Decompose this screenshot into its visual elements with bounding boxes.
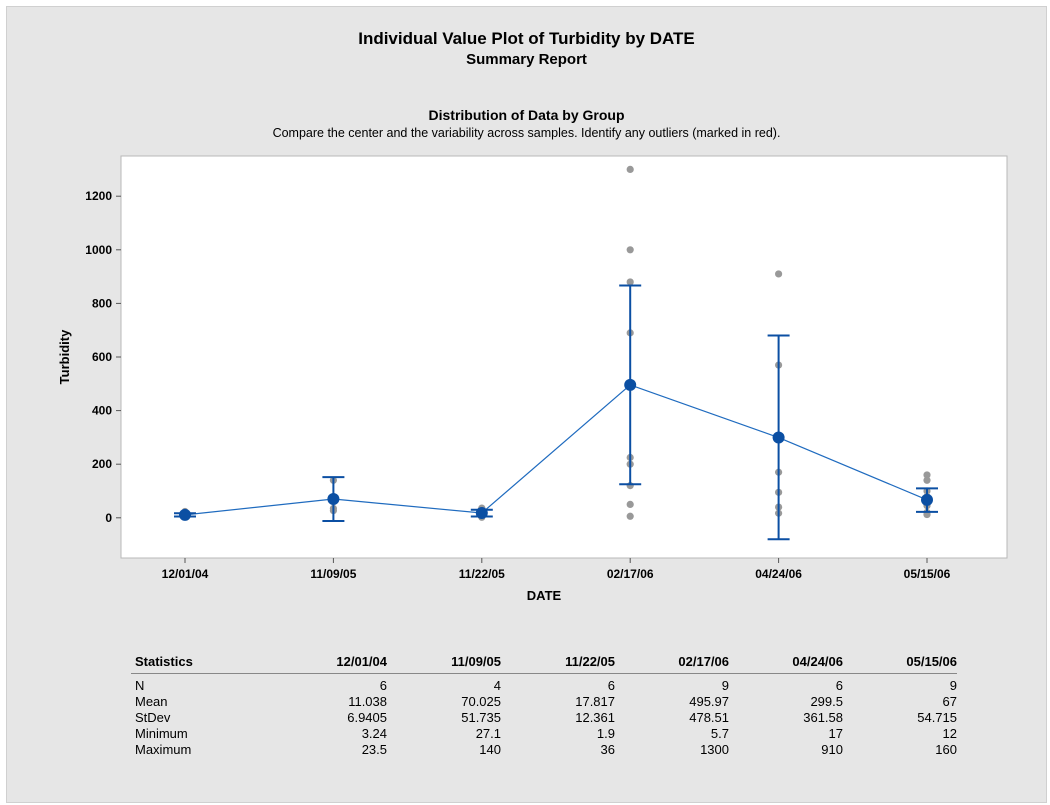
x-tick-label: 04/24/06: [755, 567, 802, 581]
statistics-body: N 6 4 6 9 6 9 Mean 11.038 70.025 17.817 495.97 299.5…: [131, 674, 957, 759]
statistics-cell: 67: [942, 694, 957, 709]
statistics-column-header: 11/09/05: [387, 649, 501, 674]
statistics-cell: 54.715: [917, 710, 957, 725]
statistics-cell: 5.7: [710, 726, 729, 741]
statistics-cell: 23.5: [361, 742, 387, 757]
table-row: Mean 11.038 70.025 17.817 495.97 299.5 67: [131, 694, 957, 710]
statistics-cell: 12: [942, 726, 957, 741]
statistics-cell: 140: [479, 742, 501, 757]
mean-point: [327, 493, 340, 506]
statistics-cell: 27.1: [475, 726, 501, 741]
x-axis-label: DATE: [527, 588, 562, 603]
statistics-row-label: Minimum: [135, 726, 188, 741]
statistics-cell: 4: [493, 678, 501, 693]
x-tick-label: 11/22/05: [459, 567, 505, 581]
data-point: [923, 471, 931, 479]
statistics-cell: 9: [721, 678, 729, 693]
statistics-cell: 70.025: [461, 694, 501, 709]
mean-point: [624, 378, 637, 391]
y-tick-label: 600: [92, 350, 112, 364]
statistics-table: Statistics 12/01/04 11/09/05 11/22/05 02/17…: [131, 649, 957, 758]
statistics-cell: 11.038: [348, 694, 387, 709]
statistics-header-label: Statistics: [131, 649, 273, 674]
statistics-row-label: Maximum: [135, 742, 192, 757]
x-tick-label: 05/15/06: [904, 567, 951, 581]
data-point: [626, 165, 634, 173]
statistics-cell: 361.58: [803, 710, 843, 725]
x-tick-label: 02/17/06: [607, 567, 654, 581]
statistics-column-header: 05/15/06: [843, 649, 957, 674]
data-point: [775, 270, 783, 278]
data-point: [626, 246, 634, 254]
chart-title: Distribution of Data by Group: [428, 107, 625, 123]
data-point: [626, 512, 634, 520]
table-row: N 6 4 6 9 6 9: [131, 674, 957, 695]
statistics-cell: 478.51: [689, 710, 729, 725]
chart-description: Compare the center and the variability a…: [272, 126, 781, 140]
statistics-cell: 17.817: [575, 694, 615, 709]
table-row: StDev 6.9405 51.735 12.361 478.51 361.58 54.71…: [131, 710, 957, 726]
statistics-cell: 3.24: [361, 726, 387, 741]
y-tick-label: 1200: [85, 189, 112, 203]
statistics-cell: 12.361: [575, 710, 615, 725]
statistics-cell: 910: [821, 742, 843, 757]
y-tick-label: 400: [92, 404, 112, 418]
statistics-header-row: Statistics 12/01/04 11/09/05 11/22/05 02/17…: [131, 649, 957, 674]
statistics-cell: 1300: [700, 742, 729, 757]
statistics-cell: 6: [379, 678, 387, 693]
y-tick-label: 200: [92, 457, 112, 471]
mean-point: [179, 508, 191, 521]
table-row: Maximum 23.5 140 36 1300 910 160: [131, 742, 957, 758]
statistics-row-label: N: [135, 678, 145, 693]
x-tick-label: 12/01/04: [162, 567, 209, 581]
report-title: Individual Value Plot of Turbidity by DA…: [358, 29, 695, 48]
individual-value-plot: 0 200 400 600 800 1000 1200 12/01/04 11/09/05 11/…: [57, 155, 1008, 603]
report-panel: Individual Value Plot of Turbidity by DA…: [6, 6, 1047, 803]
y-axis-label: Turbidity: [57, 329, 72, 384]
statistics-cell: 160: [935, 742, 957, 757]
statistics-cell: 299.5: [810, 694, 843, 709]
data-point: [923, 476, 931, 484]
statistics-cell: 9: [949, 678, 957, 693]
statistics-cell: 17: [828, 726, 843, 741]
statistics-row-label: StDev: [135, 710, 171, 725]
mean-point: [475, 507, 488, 520]
mean-point: [921, 493, 933, 506]
statistics-row-label: Mean: [135, 694, 168, 709]
mean-point: [772, 431, 785, 444]
table-row: Minimum 3.24 27.1 1.9 5.7 17 12: [131, 726, 957, 742]
statistics-cell: 495.97: [689, 694, 729, 709]
y-tick-label: 800: [92, 296, 112, 310]
plot-area: [120, 155, 1008, 559]
y-tick-label: 0: [105, 511, 112, 525]
statistics-column-header: 11/22/05: [501, 649, 615, 674]
statistics-column-header: 04/24/06: [729, 649, 843, 674]
data-point: [626, 500, 634, 508]
statistics-column-header: 02/17/06: [615, 649, 729, 674]
statistics-cell: 6: [607, 678, 615, 693]
x-tick-label: 11/09/05: [310, 567, 356, 581]
data-point: [626, 278, 634, 286]
statistics-cell: 1.9: [596, 726, 615, 741]
statistics-cell: 6: [835, 678, 843, 693]
y-tick-label: 1000: [85, 243, 112, 257]
statistics-column-header: 12/01/04: [273, 649, 387, 674]
statistics-cell: 6.9405: [347, 710, 387, 725]
report-subtitle: Summary Report: [466, 51, 587, 68]
statistics-cell: 36: [600, 742, 615, 757]
mean-connect-line: [184, 384, 928, 516]
statistics-cell: 51.735: [461, 710, 501, 725]
